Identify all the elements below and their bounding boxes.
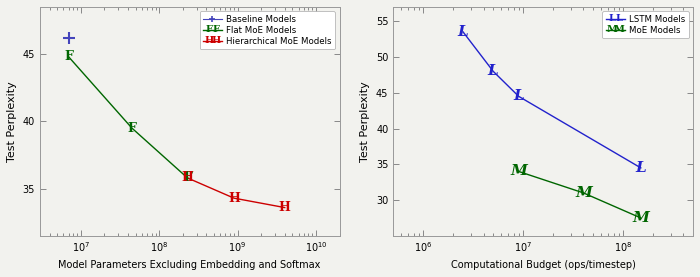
Text: L: L xyxy=(608,14,615,23)
Text: F: F xyxy=(127,122,136,135)
Legend: LSTM Models, MoE Models: LSTM Models, MoE Models xyxy=(603,11,689,38)
Text: M: M xyxy=(606,25,617,34)
Text: L: L xyxy=(636,161,646,175)
Text: F: F xyxy=(205,25,212,34)
Text: H: H xyxy=(279,201,290,214)
Text: L: L xyxy=(513,89,524,103)
Text: L: L xyxy=(615,14,622,23)
Text: M: M xyxy=(614,25,624,34)
Text: L: L xyxy=(488,64,498,78)
Text: H: H xyxy=(211,37,221,45)
Text: M: M xyxy=(510,165,527,178)
Text: F: F xyxy=(183,171,192,184)
Y-axis label: Test Perplexity: Test Perplexity xyxy=(7,81,17,162)
Text: M: M xyxy=(575,186,592,200)
Text: H: H xyxy=(228,192,240,205)
X-axis label: Computational Budget (ops/timestep): Computational Budget (ops/timestep) xyxy=(451,260,636,270)
Text: H: H xyxy=(181,171,193,184)
Text: F: F xyxy=(64,50,73,63)
Y-axis label: Test Perplexity: Test Perplexity xyxy=(360,81,370,162)
Legend: Baseline Models, Flat MoE Models, Hierarchical MoE Models: Baseline Models, Flat MoE Models, Hierar… xyxy=(199,11,335,49)
Text: F: F xyxy=(213,25,220,34)
Text: L: L xyxy=(458,25,468,39)
Text: M: M xyxy=(632,211,649,225)
X-axis label: Model Parameters Excluding Embedding and Softmax: Model Parameters Excluding Embedding and… xyxy=(58,260,321,270)
Text: H: H xyxy=(204,37,214,45)
